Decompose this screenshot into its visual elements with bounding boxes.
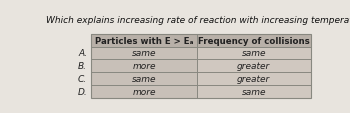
Text: same: same [132,49,156,58]
Text: more: more [132,87,156,96]
Text: same: same [132,74,156,83]
Text: greater: greater [237,74,271,83]
Bar [91,60,197,73]
Text: C.: C. [78,74,87,83]
Bar [91,85,197,98]
Text: Which explains increasing rate of reaction with increasing temperature?: Which explains increasing rate of reacti… [47,16,350,25]
Bar [197,47,311,60]
Text: Frequency of collisions: Frequency of collisions [198,36,310,45]
Text: greater: greater [237,62,271,71]
Bar [197,60,311,73]
Text: Particles with E > Eₐ: Particles with E > Eₐ [95,36,193,45]
Bar [91,34,311,98]
Text: same: same [241,87,266,96]
Bar [91,34,197,47]
Bar [197,73,311,85]
Text: A.: A. [78,49,87,58]
Text: B.: B. [78,62,87,71]
Bar [197,34,311,47]
Text: D.: D. [77,87,87,96]
Text: same: same [241,49,266,58]
Bar [91,73,197,85]
Bar [197,85,311,98]
Bar [91,47,197,60]
Text: more: more [132,62,156,71]
